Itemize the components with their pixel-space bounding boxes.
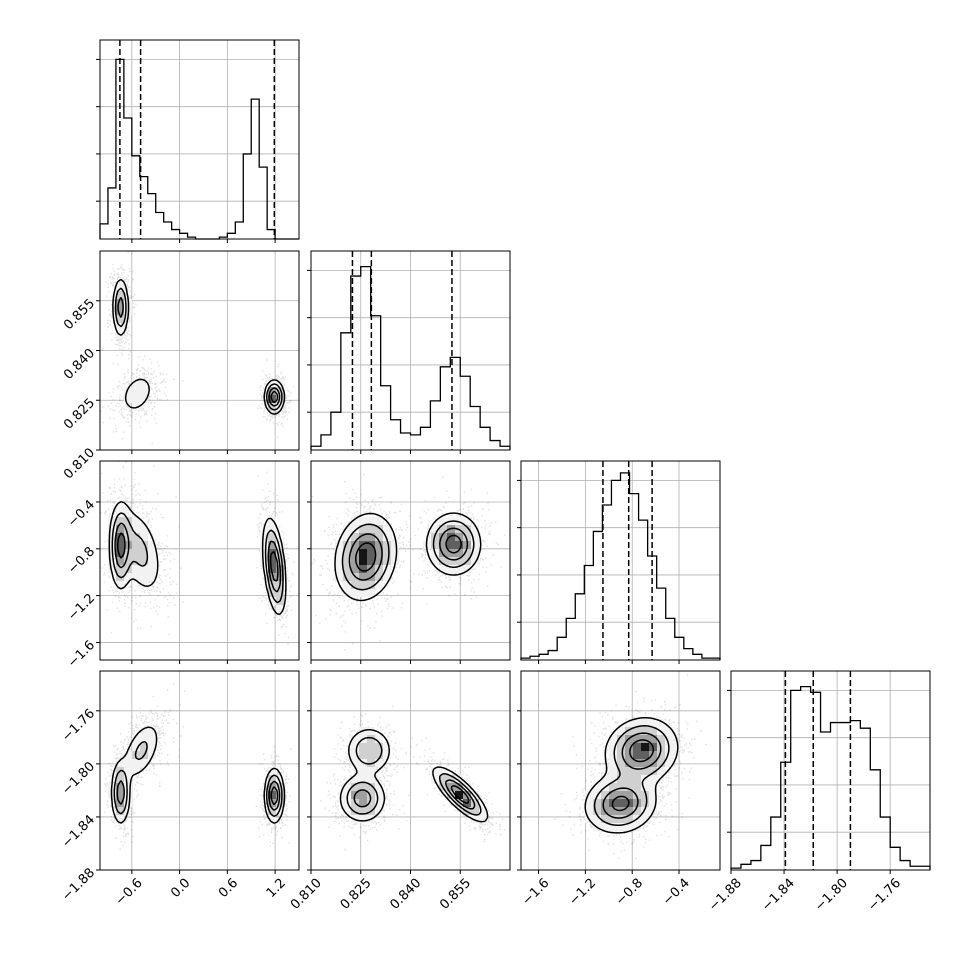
x-tick-label: 0.855 [437, 876, 474, 913]
density-bins-1 [351, 735, 479, 815]
density-layer [320, 705, 506, 851]
contour-level-1 [593, 725, 670, 827]
x-tick-label: 0.6 [216, 876, 241, 901]
y-tick-label: −1.84 [59, 812, 98, 851]
x-tick-label: −1.88 [706, 876, 745, 915]
contour-level-0 [108, 500, 287, 616]
contour-level-3 [270, 390, 279, 404]
contour-level-3 [116, 532, 279, 582]
panel-background [521, 461, 720, 660]
y-tick-label: −1.6 [65, 638, 98, 671]
contour-level-2 [116, 780, 281, 811]
y-tick-label: −1.2 [65, 591, 98, 624]
density-bins-0 [116, 283, 284, 411]
x-tick-label: −0.6 [113, 876, 146, 909]
y-tick-label: −1.80 [59, 759, 98, 798]
contour-level-0 [334, 512, 482, 602]
contour-level-1 [346, 736, 482, 816]
contour-level-3 [450, 785, 470, 805]
density-panel-1-0 [96, 250, 300, 454]
density-bins-3 [268, 791, 276, 799]
density-bins-4 [641, 743, 649, 751]
density-panel-3-1 [307, 670, 511, 874]
x-tick-label: 0.810 [288, 876, 325, 913]
panel-background [731, 671, 930, 870]
panel-background [100, 40, 299, 239]
density-layer [554, 674, 707, 860]
contour-level-2 [353, 779, 476, 810]
contour-level-0 [112, 278, 286, 415]
density-layer [100, 251, 295, 445]
histogram-step-line [310, 265, 511, 450]
density-bins-2 [601, 735, 657, 815]
contour-level-3 [611, 739, 655, 812]
histogram-panel-1 [307, 250, 511, 454]
panel-frame [520, 460, 721, 661]
contour-level-0 [584, 716, 679, 834]
panel-frame [99, 670, 300, 871]
contour-level-1 [111, 512, 284, 604]
y-tick-label: −1.76 [59, 706, 98, 745]
x-tick-label: −0.8 [613, 876, 646, 909]
x-tick-label: 0.0 [168, 876, 193, 901]
y-tick-label: −0.4 [65, 497, 98, 530]
x-tick-label: −1.76 [865, 876, 904, 915]
density-layer [311, 474, 506, 651]
y-tick-label: 0.840 [61, 346, 98, 383]
contour-level-1 [114, 287, 283, 411]
density-bins-0 [108, 501, 284, 613]
density-bins-0 [108, 727, 284, 823]
x-tick-label: 0.825 [338, 876, 375, 913]
contour-level-2 [602, 732, 662, 819]
grid [100, 40, 299, 239]
histogram-step-line [730, 685, 931, 870]
density-panel-3-0 [96, 670, 300, 874]
contour-level-0 [339, 728, 489, 823]
panel-frame [520, 670, 721, 871]
contour-level-3 [355, 534, 462, 572]
x-tick-label: −0.4 [660, 876, 693, 909]
contour-level-0 [110, 726, 286, 824]
histogram-panel-3 [727, 670, 931, 874]
x-tick-label: 1.2 [264, 876, 289, 901]
y-tick-label: −1.88 [59, 865, 98, 904]
x-tick-label: −1.6 [519, 876, 552, 909]
x-tick-label: −1.80 [812, 876, 851, 915]
x-tick-label: −1.84 [759, 876, 798, 915]
panel-frame [99, 460, 300, 661]
histogram-step-line [520, 472, 721, 660]
contour-level-1 [113, 740, 283, 818]
y-tick-label: −0.8 [65, 544, 98, 577]
x-tick-label: −1.2 [566, 876, 599, 909]
y-tick-label: 0.825 [61, 396, 98, 433]
density-layer [100, 461, 295, 645]
contour-level-3 [270, 786, 279, 806]
density-bins-3 [359, 533, 463, 573]
y-tick-label: 0.810 [61, 445, 98, 482]
density-layer [103, 683, 292, 850]
density-bins-0 [343, 727, 487, 823]
x-tick-label: 0.840 [387, 876, 424, 913]
histogram-panel-2 [517, 460, 721, 664]
histogram-panel-0 [96, 39, 300, 243]
y-tick-label: 0.855 [61, 296, 98, 333]
histogram-step-line [99, 58, 299, 240]
panel-frame [99, 39, 300, 240]
panel-frame [730, 670, 931, 871]
contour-level-1 [341, 520, 475, 591]
density-bins-0 [585, 719, 681, 831]
density-panel-2-1 [307, 460, 511, 664]
density-bins-3 [609, 743, 657, 807]
density-bins-4 [359, 549, 367, 565]
density-panel-2-0 [96, 460, 300, 664]
contour-level-2 [114, 522, 282, 593]
density-panel-3-2 [517, 670, 721, 874]
contour-level-2 [117, 297, 281, 407]
contour-level-2 [348, 527, 469, 581]
